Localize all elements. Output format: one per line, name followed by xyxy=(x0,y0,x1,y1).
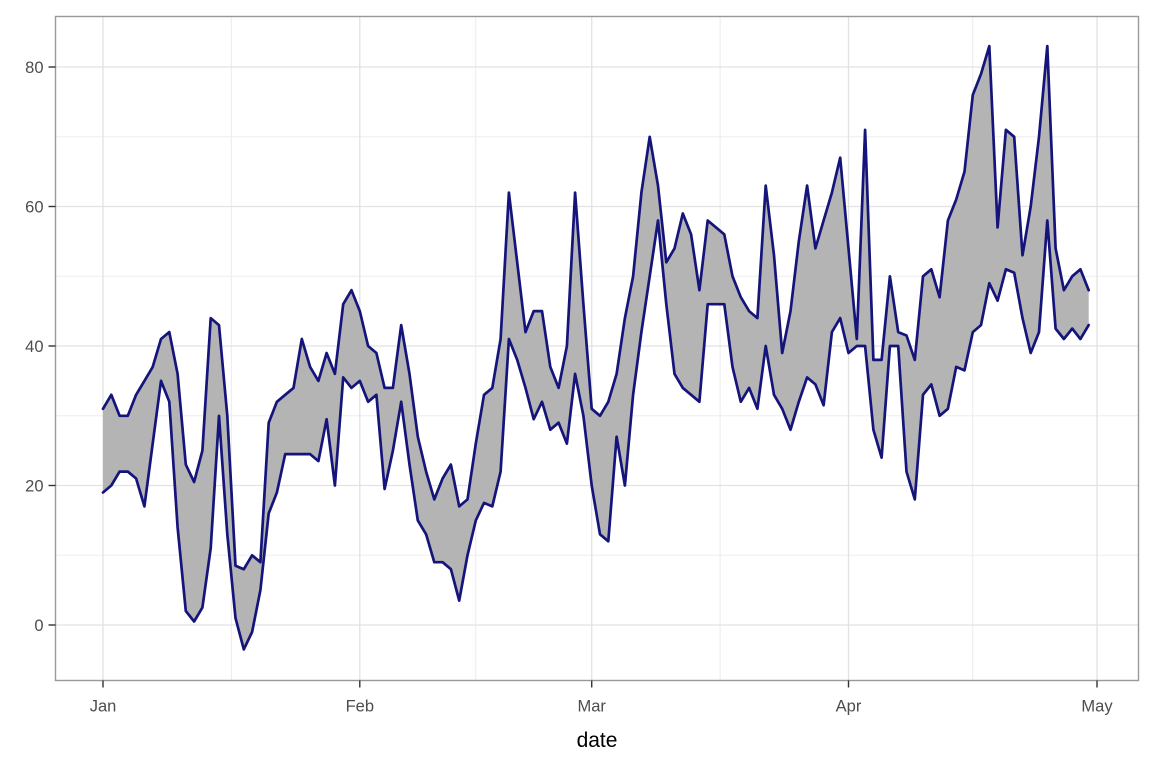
ribbon-data-layer xyxy=(101,44,1091,651)
panel-border xyxy=(54,15,1140,682)
minor-gridlines xyxy=(55,16,1139,681)
y-tick-label: 0 xyxy=(34,617,43,635)
x-tick-label: May xyxy=(1081,698,1113,716)
ribbon-area xyxy=(103,46,1089,650)
y-tick-label: 80 xyxy=(25,59,43,77)
upper-bound-line xyxy=(101,44,1091,571)
axis-tick-marks xyxy=(48,66,1098,688)
x-tick-label: Mar xyxy=(578,698,607,716)
y-tick-label: 40 xyxy=(25,338,43,356)
x-tick-label: Apr xyxy=(836,698,862,716)
x-axis-title: date xyxy=(577,729,618,752)
y-tick-label: 60 xyxy=(25,199,43,217)
axis-tick-labels: 0 20 40 60 80 Jan Feb Mar Apr May xyxy=(25,59,1113,716)
lower-bound-line xyxy=(101,219,1091,651)
x-tick-label: Jan xyxy=(90,698,117,716)
x-tick-label: Feb xyxy=(346,698,374,716)
y-tick-label: 20 xyxy=(25,478,43,496)
